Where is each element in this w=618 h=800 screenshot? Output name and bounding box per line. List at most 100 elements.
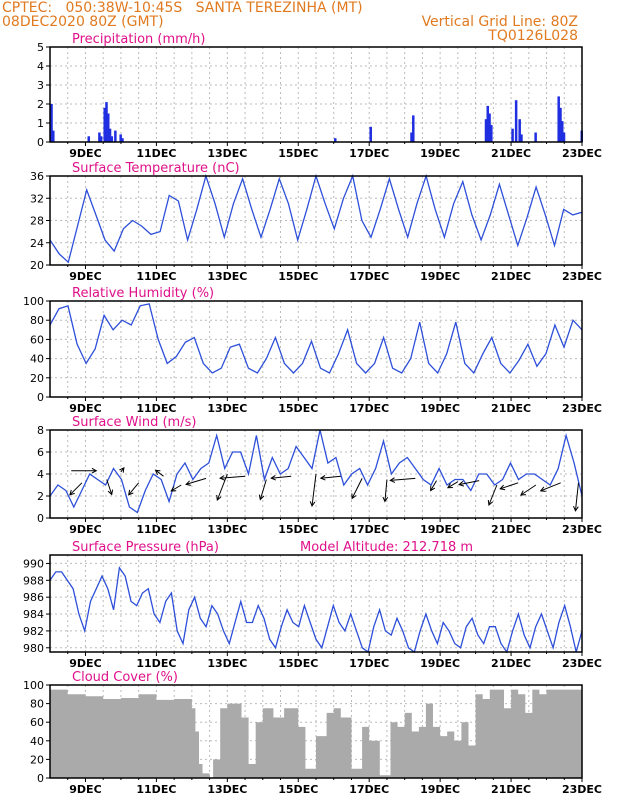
precip-bar (110, 136, 114, 142)
wind-xtick-label: 21DEC (491, 523, 531, 536)
pressure-annotation: Model Altitude: 212.718 m (300, 540, 473, 555)
precip-xtick-label: 21DEC (491, 147, 531, 160)
cloud-ytick-label: 80 (30, 698, 44, 711)
wind-vector-head (520, 490, 526, 496)
pressure-ytick-label: 990 (23, 557, 44, 570)
precip-bar (559, 107, 562, 142)
wind-vector-head (351, 493, 357, 500)
precip-bar (488, 113, 491, 142)
precip-xtick-label: 11DEC (136, 147, 176, 160)
wind-vector (106, 479, 113, 495)
wind-vector (574, 482, 579, 511)
pressure-xtick-label: 19DEC (420, 657, 460, 670)
wind-vector (390, 477, 416, 481)
wind-vector-head (219, 475, 225, 481)
temperature-xtick-label: 11DEC (136, 270, 176, 283)
humidity-xtick-label: 21DEC (491, 402, 531, 415)
pressure-title: Surface Pressure (hPa) (72, 540, 219, 555)
precip-ytick-label: 2 (37, 98, 44, 111)
temperature-ytick-label: 20 (30, 259, 44, 272)
humidity-ytick-label: 80 (30, 314, 44, 327)
temperature-xtick-label: 19DEC (420, 270, 460, 283)
precip-bar (520, 134, 523, 142)
wind-vector (351, 478, 363, 499)
wind-xtick-label: 23DEC (562, 523, 602, 536)
precip-bar (518, 119, 521, 142)
wind-vector-head (389, 477, 396, 483)
cloud-ytick-label: 60 (30, 716, 44, 729)
pressure-xtick-label: 13DEC (207, 657, 247, 670)
wind-vector-head (154, 469, 161, 476)
precip-bar (562, 132, 566, 142)
cloud-ytick-label: 20 (30, 753, 44, 766)
precip-xtick-label: 23DEC (562, 147, 602, 160)
wind-vector (447, 481, 459, 489)
header-date: 08DEC2020 80Z (GMT) (2, 14, 164, 30)
precip-bar (486, 105, 490, 142)
humidity-title: Relative Humidity (%) (72, 286, 214, 301)
wind-vector (500, 482, 519, 490)
wind-ytick-label: 6 (37, 446, 44, 459)
precip-xtick-label: 19DEC (420, 147, 460, 160)
pressure-ytick-label: 980 (23, 642, 44, 655)
humidity-ytick-label: 60 (30, 333, 44, 346)
precip-bar (114, 130, 117, 142)
precip-bar (119, 134, 122, 142)
cloud-title: Cloud Cover (%) (72, 670, 178, 685)
wind-vector-head (128, 489, 134, 496)
wind-vector-head (487, 499, 494, 506)
precip-bar (514, 100, 518, 142)
wind-xtick-label: 15DEC (278, 523, 318, 536)
wind-vector-head (119, 466, 125, 473)
wind-vector-head (382, 496, 389, 503)
wind-vector-head (430, 485, 436, 492)
precip-ytick-label: 5 (37, 41, 44, 54)
temperature-xtick-label: 9DEC (69, 270, 101, 283)
precip-ytick-label: 3 (37, 79, 44, 92)
pressure-xtick-label: 9DEC (69, 657, 101, 670)
temperature-title: Surface Temperature (nC) (72, 161, 240, 176)
wind-vector (220, 475, 246, 479)
pressure-ytick-label: 984 (23, 608, 44, 621)
precip-xtick-label: 9DEC (69, 147, 101, 160)
wind-vector (216, 473, 228, 501)
cloud-xtick-label: 11DEC (136, 783, 176, 796)
header-vertical-grid: Vertical Grid Line: 80Z (421, 14, 578, 30)
precip-bar (534, 132, 537, 142)
pressure-xtick-label: 21DEC (491, 657, 531, 670)
humidity-ytick-label: 20 (30, 372, 44, 385)
humidity-xtick-label: 9DEC (69, 402, 101, 415)
wind-ytick-label: 2 (37, 490, 44, 503)
wind-vector (259, 479, 267, 500)
precip-bar (121, 138, 124, 142)
wind-vector (488, 484, 498, 506)
humidity-ytick-label: 100 (23, 295, 44, 308)
wind-xtick-label: 19DEC (420, 523, 460, 536)
temperature-xtick-label: 13DEC (207, 270, 247, 283)
cloud-xtick-label: 19DEC (420, 783, 460, 796)
temperature-xtick-label: 21DEC (491, 270, 531, 283)
wind-vector-head (499, 484, 506, 491)
pressure-ytick-label: 982 (23, 625, 44, 638)
precip-bar (99, 136, 103, 142)
temperature-ytick-label: 36 (30, 170, 44, 183)
wind-vector (540, 482, 561, 492)
cloud-xtick-label: 21DEC (491, 783, 531, 796)
wind-vector-head (458, 481, 465, 487)
wind-vector-head (91, 467, 98, 474)
precip-xtick-label: 15DEC (278, 147, 318, 160)
precip-title: Precipitation (mm/h) (72, 32, 205, 47)
wind-vector-head (107, 489, 114, 496)
wind-vector (128, 482, 140, 496)
wind-xtick-label: 13DEC (207, 523, 247, 536)
precip-bar (98, 132, 101, 142)
wind-vector-head (258, 494, 265, 501)
wind-vector (459, 480, 480, 486)
precip-bar (560, 121, 564, 142)
precip-bar (369, 126, 372, 142)
wind-xtick-label: 11DEC (136, 523, 176, 536)
humidity-ytick-label: 40 (30, 353, 44, 366)
wind-ytick-label: 8 (37, 424, 44, 437)
precip-bar (334, 138, 337, 142)
precip-bar (484, 119, 488, 142)
